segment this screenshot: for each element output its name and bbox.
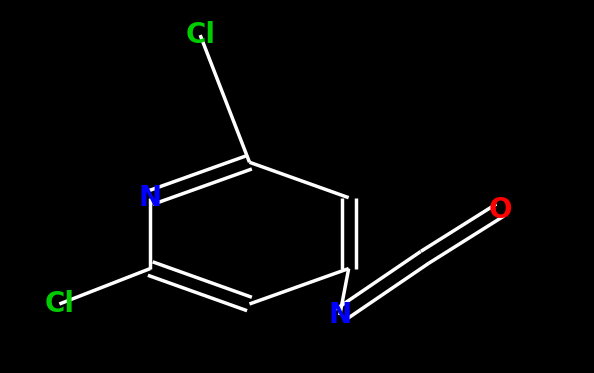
Text: Cl: Cl [185, 21, 215, 49]
Text: N: N [139, 184, 162, 212]
Text: Cl: Cl [45, 290, 74, 318]
Text: N: N [328, 301, 351, 329]
Text: O: O [488, 196, 512, 224]
